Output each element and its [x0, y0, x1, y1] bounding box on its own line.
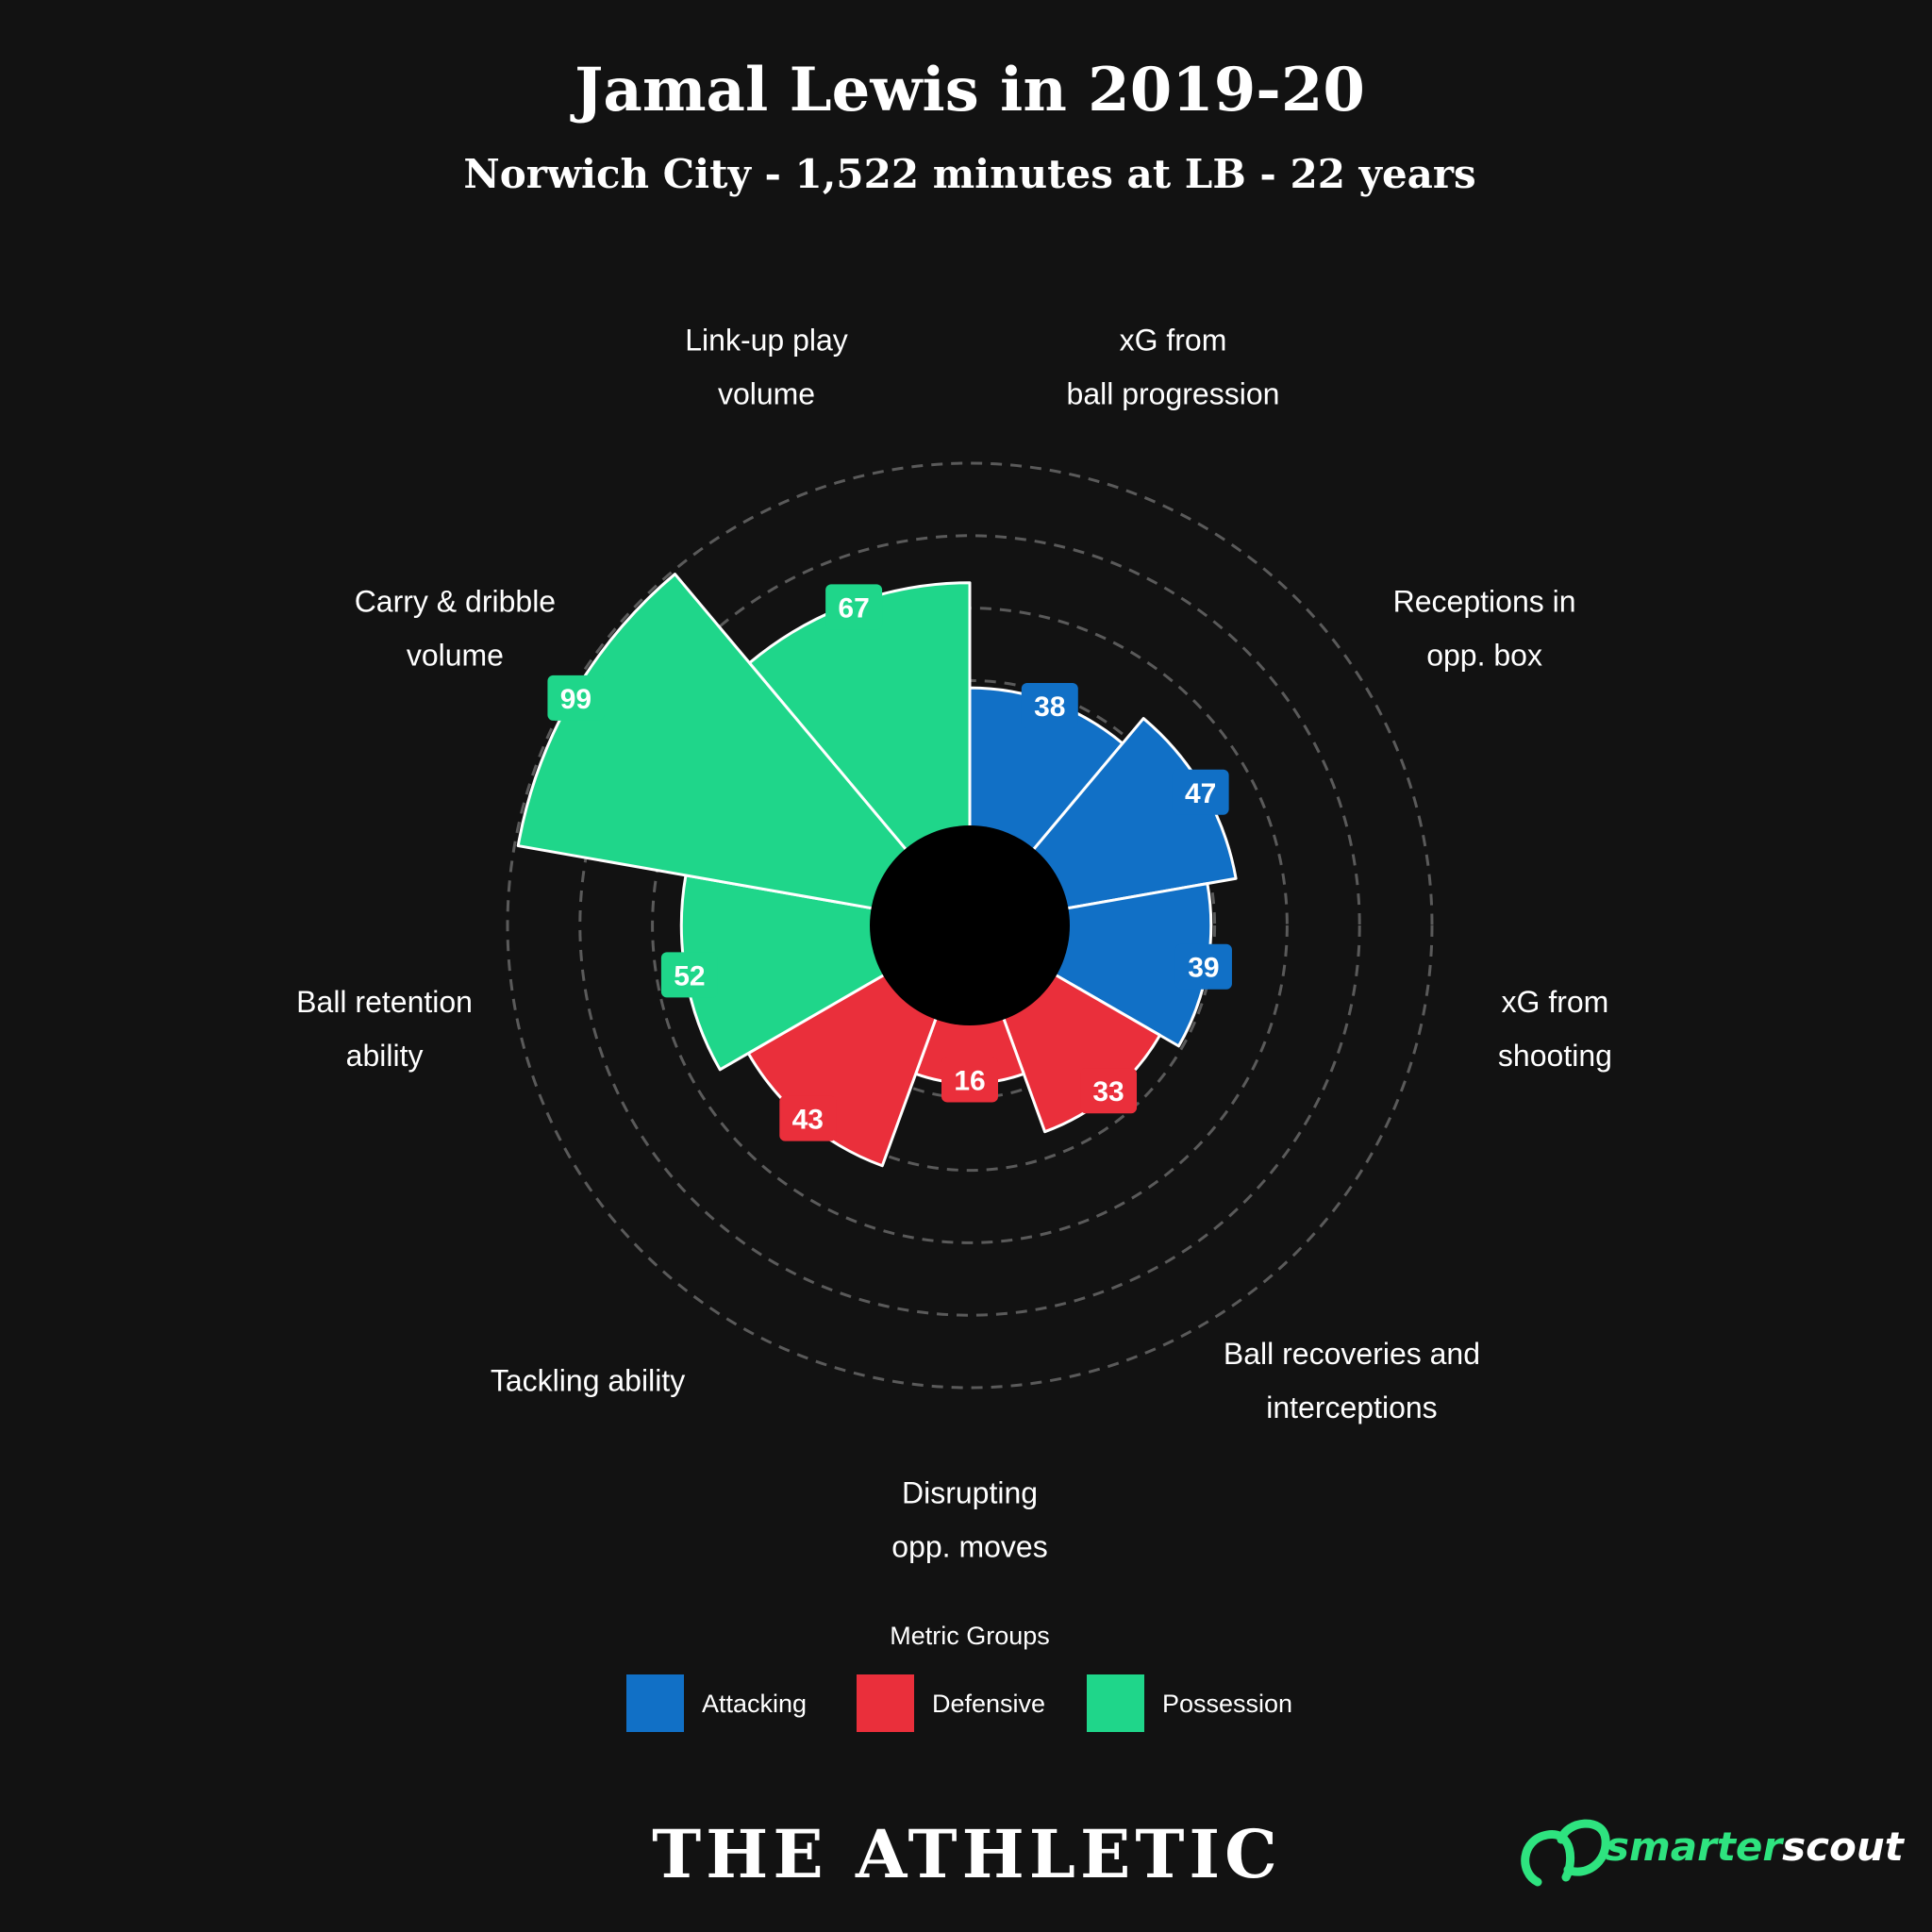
category-label-line: xG from: [1502, 985, 1609, 1019]
value-badge-bg: [1080, 1068, 1138, 1114]
value-badge: 39: [1174, 943, 1232, 990]
legend-title: Metric Groups: [890, 1622, 1050, 1650]
category-label-line: opp. box: [1426, 639, 1542, 673]
publisher-logo: THE ATHLETIC: [652, 1815, 1282, 1893]
value-badge-bg: [660, 952, 718, 998]
category-label: Receptions in opp. box: [1393, 585, 1576, 673]
category-label: xG from shooting: [1498, 985, 1612, 1073]
value-label: 52: [674, 960, 705, 991]
center-hole: [870, 825, 1070, 1025]
category-label-line: Disrupting: [902, 1476, 1038, 1510]
category-label: Link-up play volume: [685, 323, 848, 410]
category-label-line: xG from: [1120, 323, 1227, 357]
category-label: Carry & dribble volume: [355, 585, 556, 673]
chart-title: Jamal Lewis in 2019-20: [570, 55, 1365, 125]
value-badge-bg: [825, 584, 883, 630]
value-badge-bg: [779, 1095, 837, 1141]
smarterscout-logo: smarterscout: [1521, 1819, 1906, 1887]
value-badge-bg: [1174, 943, 1232, 990]
category-label-line: shooting: [1498, 1039, 1612, 1073]
category-label: Tackling ability: [491, 1364, 685, 1398]
smarterscout-wordmark: smarterscout: [1606, 1824, 1906, 1870]
gridline-circle: [578, 534, 1361, 1317]
category-label: xG from ball progression: [1067, 323, 1280, 410]
value-badge-bg: [1172, 769, 1229, 815]
legend-swatch-defensive: [857, 1674, 914, 1732]
value-badge-bg: [547, 675, 605, 721]
category-label-line: ability: [346, 1039, 424, 1073]
category-label-line: Tackling ability: [491, 1364, 685, 1398]
category-label-line: Ball retention: [296, 985, 473, 1019]
category-label-line: Carry & dribble: [355, 585, 556, 619]
value-badge-bg: [941, 1057, 998, 1103]
category-label-line: interceptions: [1266, 1391, 1437, 1424]
smarterscout-suffix: scout: [1782, 1824, 1906, 1870]
category-label: Ball retention ability: [296, 985, 473, 1073]
smarterscout-prefix: smarter: [1606, 1824, 1784, 1870]
gridline-circle: [506, 461, 1434, 1390]
value-badge: 47: [1172, 769, 1229, 815]
category-label: Disrupting opp. moves: [891, 1476, 1047, 1564]
legend-label-possession: Possession: [1162, 1690, 1292, 1718]
category-label: Ball recoveries and interceptions: [1224, 1337, 1480, 1424]
value-badge-bg: [1021, 683, 1078, 729]
value-label: 33: [1092, 1076, 1124, 1108]
value-badge: 16: [941, 1057, 998, 1103]
chart-subtitle: Norwich City - 1,522 minutes at LB - 22 …: [463, 151, 1475, 197]
legend-swatch-possession: [1087, 1674, 1144, 1732]
legend: Metric Groups Attacking Defensive Posses…: [626, 1622, 1292, 1732]
category-label-line: ball progression: [1067, 376, 1280, 410]
value-badge: 52: [660, 952, 718, 998]
value-label: 47: [1185, 778, 1216, 809]
value-label: 39: [1188, 953, 1219, 984]
value-badge: 43: [779, 1095, 837, 1141]
value-badge: 99: [547, 675, 605, 721]
category-label-line: volume: [407, 639, 504, 673]
category-label-line: volume: [718, 376, 815, 410]
legend-label-defensive: Defensive: [932, 1690, 1045, 1718]
category-label-line: Receptions in: [1393, 585, 1576, 619]
value-label: 38: [1034, 691, 1065, 723]
legend-label-attacking: Attacking: [702, 1690, 807, 1718]
value-labels: 38 47 39 33 16 43 52 99 67: [547, 584, 1232, 1141]
value-badge: 67: [825, 584, 883, 630]
value-badge: 38: [1021, 683, 1078, 729]
legend-swatch-attacking: [626, 1674, 684, 1732]
category-label-line: Link-up play: [685, 323, 848, 357]
value-label: 43: [792, 1105, 824, 1136]
value-label: 16: [954, 1065, 985, 1096]
category-label-line: Ball recoveries and: [1224, 1337, 1480, 1371]
value-label: 67: [838, 592, 869, 624]
smarterscout-icon: [1521, 1819, 1610, 1887]
value-label: 99: [560, 684, 591, 715]
category-labels: xG from ball progression Receptions in opp.…: [296, 323, 1612, 1563]
category-label-line: opp. moves: [891, 1530, 1047, 1564]
value-badge: 33: [1080, 1068, 1138, 1114]
